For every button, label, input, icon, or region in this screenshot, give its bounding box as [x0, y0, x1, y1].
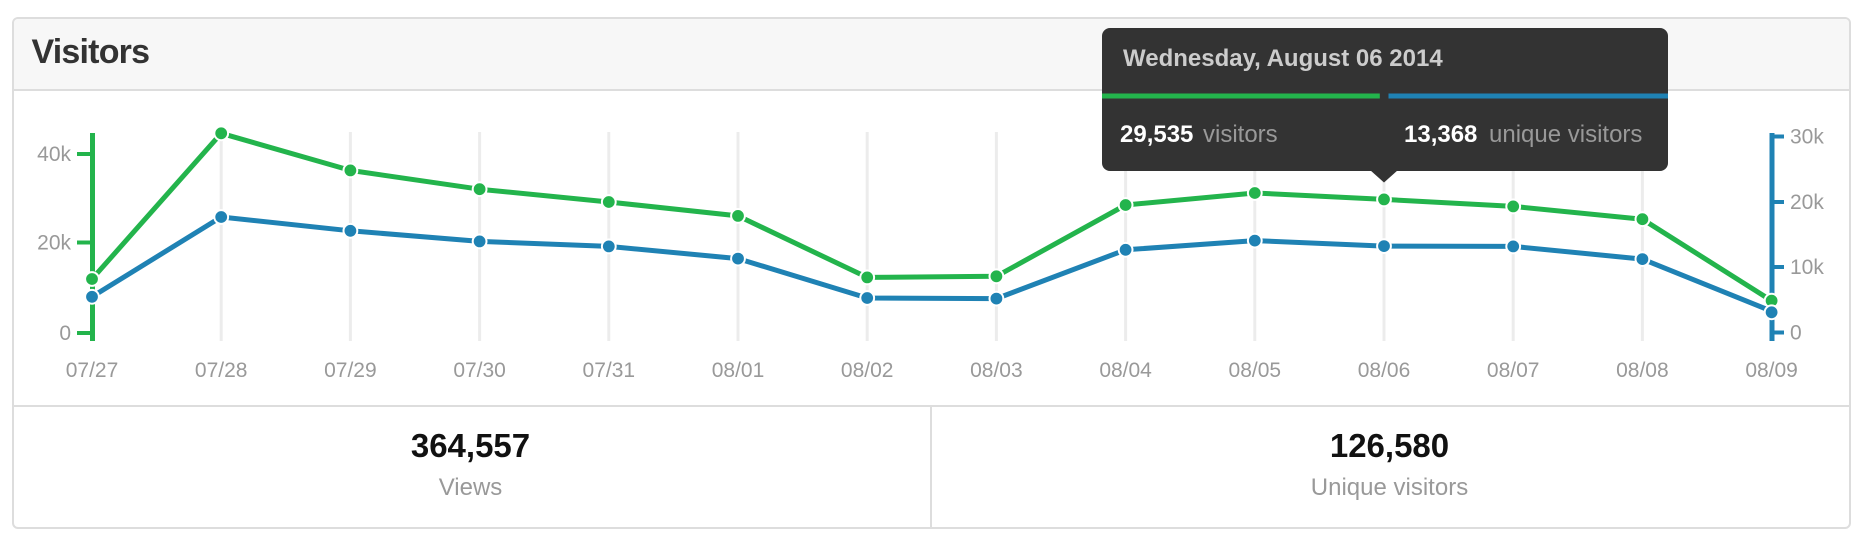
- svg-text:08/09: 08/09: [1745, 359, 1798, 382]
- svg-text:Wednesday, August 06 2014: Wednesday, August 06 2014: [1123, 45, 1443, 72]
- svg-text:08/06: 08/06: [1358, 359, 1411, 382]
- svg-text:0: 0: [59, 322, 71, 345]
- svg-text:Views: Views: [439, 474, 503, 501]
- svg-text:364,557: 364,557: [411, 427, 530, 464]
- svg-text:visitors: visitors: [1203, 121, 1278, 148]
- svg-text:126,580: 126,580: [1330, 427, 1449, 464]
- svg-text:07/29: 07/29: [324, 359, 377, 382]
- svg-text:07/31: 07/31: [583, 359, 636, 382]
- svg-text:29,535: 29,535: [1120, 121, 1193, 148]
- svg-text:08/04: 08/04: [1099, 359, 1152, 382]
- svg-text:10k: 10k: [1790, 256, 1824, 279]
- svg-text:07/28: 07/28: [195, 359, 248, 382]
- svg-text:07/27: 07/27: [66, 359, 119, 382]
- svg-text:08/03: 08/03: [970, 359, 1023, 382]
- svg-text:40k: 40k: [37, 143, 71, 166]
- svg-text:07/30: 07/30: [453, 359, 506, 382]
- svg-text:08/07: 08/07: [1487, 359, 1540, 382]
- svg-text:Visitors: Visitors: [32, 33, 150, 71]
- svg-text:Unique visitors: Unique visitors: [1311, 474, 1468, 501]
- svg-text:30k: 30k: [1790, 126, 1824, 149]
- svg-text:20k: 20k: [37, 232, 71, 255]
- svg-text:13,368: 13,368: [1404, 121, 1477, 148]
- svg-text:08/02: 08/02: [841, 359, 894, 382]
- svg-text:08/05: 08/05: [1229, 359, 1282, 382]
- svg-text:0: 0: [1790, 322, 1802, 345]
- svg-text:08/08: 08/08: [1616, 359, 1669, 382]
- svg-text:08/01: 08/01: [712, 359, 765, 382]
- svg-text:20k: 20k: [1790, 191, 1824, 214]
- svg-text:unique visitors: unique visitors: [1489, 121, 1642, 148]
